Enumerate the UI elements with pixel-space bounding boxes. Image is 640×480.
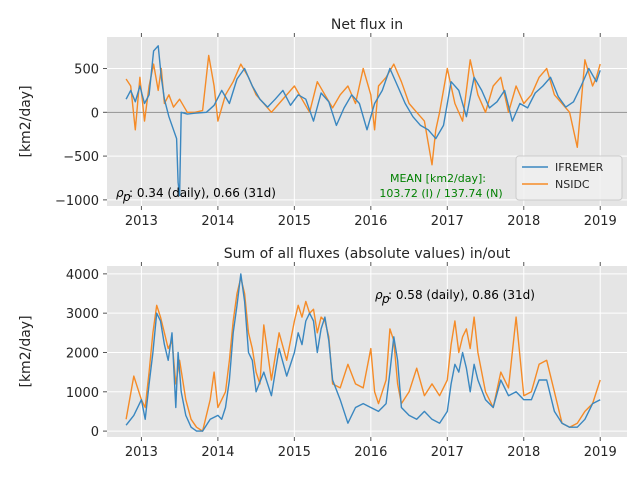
correlation-text: : 0.34 (daily), 0.66 (31d) xyxy=(129,186,276,200)
net-flux-chart: 2013 2014 2015 2016 2017 2018 2019 −1000 −500 0 50… xyxy=(18,17,627,229)
x-tick-label: 2018 xyxy=(507,214,540,229)
x-tick-label: 2017 xyxy=(431,445,464,460)
series-line-ifremer xyxy=(125,45,601,197)
x-tick-label: 2019 xyxy=(584,445,617,460)
legend-label-ifremer: IFREMER xyxy=(555,161,604,174)
legend: IFREMER NSIDC xyxy=(515,155,623,201)
correlation-annotation: ρ p: 0.34 (daily), 0.66 (31d) xyxy=(116,186,276,204)
correlation-annotation: ρ p: 0.58 (daily), 0.86 (31d) xyxy=(375,288,535,306)
y-tick-label: −1000 xyxy=(55,194,99,209)
rho-subscript: p xyxy=(122,190,131,204)
y-tick-label: 1000 xyxy=(66,386,99,401)
y-tick-label: 0 xyxy=(91,425,99,440)
chart-title: Sum of all fluxes (absolute values) in/o… xyxy=(224,246,511,262)
x-tick-label: 2016 xyxy=(354,214,387,229)
correlation-text: : 0.58 (daily), 0.86 (31d) xyxy=(388,288,535,302)
y-axis-label: [km2/day] xyxy=(18,85,34,157)
x-tick-label: 2015 xyxy=(278,445,311,460)
mean-label: MEAN [km2/day]: xyxy=(390,172,486,185)
x-tick-label: 2019 xyxy=(584,214,617,229)
y-tick-label: 500 xyxy=(74,63,99,78)
x-tick-label: 2015 xyxy=(278,214,311,229)
y-tick-label: 2000 xyxy=(66,346,99,361)
y-tick-label: −500 xyxy=(63,150,99,165)
x-tick-label: 2013 xyxy=(125,214,158,229)
x-tick-label: 2017 xyxy=(431,214,464,229)
plot-background xyxy=(107,266,627,437)
chart-title: Net flux in xyxy=(331,17,403,33)
y-axis-label: [km2/day] xyxy=(18,315,34,387)
x-tick-label: 2013 xyxy=(125,445,158,460)
y-tick-label: 4000 xyxy=(66,268,99,283)
y-tick-label: 0 xyxy=(91,106,99,121)
x-tick-label: 2014 xyxy=(201,214,234,229)
series-line-ifremer xyxy=(125,273,601,432)
sum-fluxes-chart: 2013 2014 2015 2016 2017 2018 2019 0 1000 2000 300… xyxy=(18,246,627,460)
legend-label-nsidc: NSIDC xyxy=(555,178,590,191)
rho-symbol: ρ xyxy=(116,186,124,200)
y-tick-label: 3000 xyxy=(66,307,99,322)
rho-symbol: ρ xyxy=(375,288,383,302)
x-tick-label: 2014 xyxy=(201,445,234,460)
mean-values: 103.72 (I) / 137.74 (N) xyxy=(379,187,502,200)
x-tick-label: 2016 xyxy=(354,445,387,460)
x-tick-label: 2018 xyxy=(507,445,540,460)
rho-subscript: p xyxy=(381,292,390,306)
